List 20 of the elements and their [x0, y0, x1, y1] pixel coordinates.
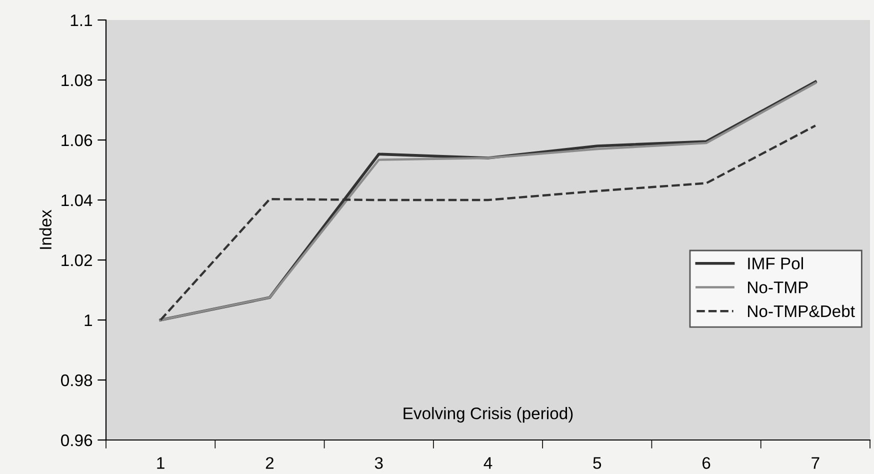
y-tick-label: 1.02	[62, 254, 92, 266]
x-tick-label: 2	[266, 457, 274, 469]
legend-label: No-TMP	[748, 282, 808, 294]
x-tick-label: 3	[374, 457, 383, 469]
legend-label: No-TMP&Debt	[748, 304, 855, 318]
x-tick-label: 5	[593, 457, 602, 469]
x-tick-label: 1	[157, 457, 164, 469]
x-tick-label: 6	[702, 457, 710, 469]
y-tick-label: 0.96	[61, 434, 92, 446]
x-tick-label: 4	[484, 457, 492, 469]
y-tick-label: 1.1	[70, 14, 92, 26]
y-tick-label: 0.98	[61, 374, 92, 386]
x-axis-title: Evolving Crisis (period)	[404, 407, 573, 423]
y-axis-title: Index	[39, 210, 52, 249]
legend-label: IMF Pol	[748, 257, 803, 270]
y-tick-label: 1.08	[62, 74, 92, 86]
y-tick-label: 1.06	[62, 134, 92, 146]
y-tick-label: 1.04	[62, 194, 92, 206]
y-tick-label: 1	[84, 314, 92, 326]
x-tick-label: 7	[812, 457, 820, 469]
